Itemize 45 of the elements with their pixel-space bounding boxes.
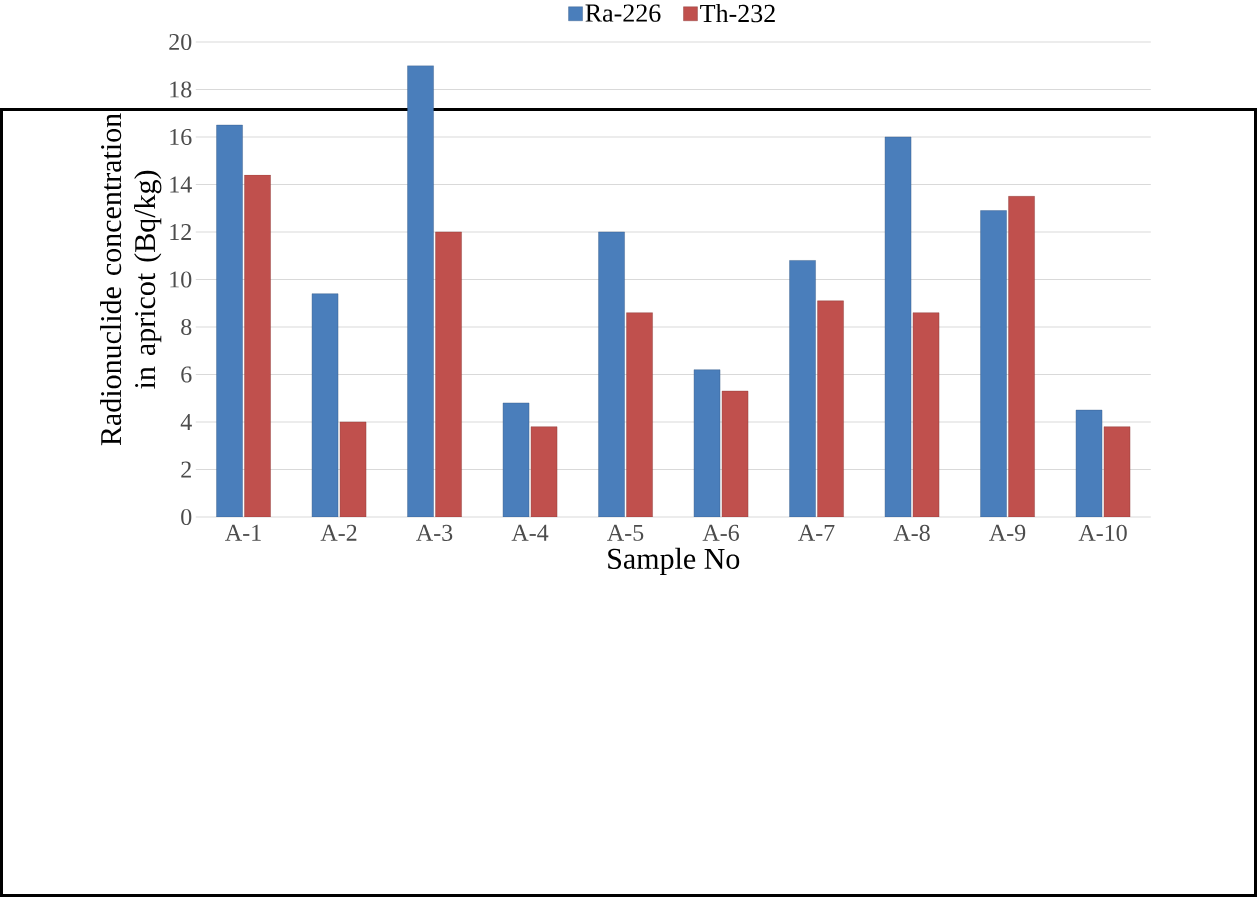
bar	[626, 312, 653, 517]
bar	[912, 312, 940, 517]
y-tick-label: 2	[181, 461, 191, 478]
bar	[530, 426, 558, 517]
legend-label: Th-232	[700, 4, 775, 23]
bar	[598, 231, 625, 517]
x-tick-label: A-10	[1078, 524, 1127, 541]
x-axis-title: Sample No	[608, 547, 740, 576]
x-tick-label: A-3	[416, 524, 453, 541]
y-tick-label: 4	[180, 414, 192, 430]
x-tick-label: A-1	[225, 524, 261, 541]
y-tick-label: 10	[170, 271, 192, 288]
bar	[980, 210, 1007, 517]
y-tick-label: 0	[181, 508, 192, 526]
y-tick-label: 8	[181, 318, 192, 336]
legend-label: Ra-226	[585, 4, 661, 22]
x-tick-label: A-2	[320, 524, 357, 541]
bar	[435, 231, 462, 517]
bar	[721, 390, 749, 517]
bar	[884, 136, 912, 517]
y-tick-label: 16	[170, 128, 192, 146]
bar	[311, 293, 339, 517]
y-tick-label: 18	[170, 81, 192, 98]
bar	[817, 300, 844, 517]
y-axis-title: Radionuclide concentration in apricot (Bq/kg)	[100, 113, 162, 446]
bar	[693, 369, 721, 517]
bar	[1008, 196, 1035, 517]
y-tick-label: 20	[169, 33, 192, 51]
bar	[502, 402, 530, 517]
bar	[1103, 426, 1131, 517]
y-tick-label: 12	[170, 224, 191, 240]
bar	[789, 260, 816, 517]
bar	[244, 174, 271, 517]
x-tick-label: A-8	[893, 524, 930, 541]
bar	[216, 124, 243, 517]
x-tick-label: A-5	[607, 524, 644, 541]
x-tick-label: A-6	[702, 524, 739, 541]
x-tick-label: A-4	[511, 524, 549, 541]
y-tick-label: 6	[181, 366, 192, 383]
y-tick-label: 14	[170, 176, 192, 193]
x-tick-label: A-7	[798, 524, 835, 541]
x-tick-label: A-9	[989, 524, 1026, 541]
bar	[407, 65, 434, 517]
bar	[1075, 409, 1103, 517]
bar	[339, 421, 367, 517]
